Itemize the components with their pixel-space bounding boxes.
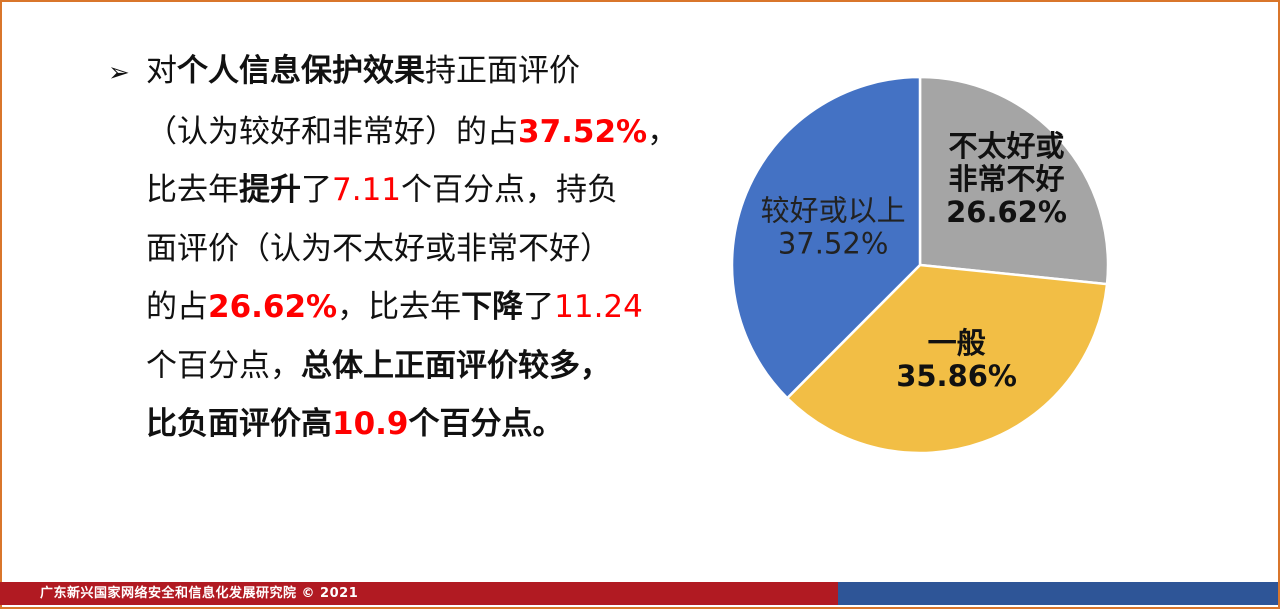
- pie-category-label-2: 较好或以上: [761, 194, 906, 228]
- pie-slice-2: [730, 75, 922, 400]
- pie-value-label-1: 35.86%: [896, 359, 1017, 393]
- pie-category-label-1: 一般: [928, 326, 986, 360]
- pie-category-label-0: 不太好或: [948, 129, 1064, 163]
- pie-slice-1: [785, 263, 1109, 455]
- text-line-7: 比负面评价高10.9个百分点。: [146, 406, 564, 442]
- bullet-arrow-icon: ➢: [108, 58, 130, 88]
- negative-share: 26.62%: [208, 289, 338, 325]
- footer-copyright: 广东新兴国家网络安全和信息化发展研究院 © 2021: [40, 586, 359, 601]
- summary-text: ➢ 对个人信息保护效果持正面评价 （认为较好和非常好）的占37.52%， 比去年提…: [108, 42, 679, 454]
- positive-increase: 7.11: [332, 172, 402, 208]
- text-line-6: 个百分点，总体上正面评价较多，: [146, 347, 611, 384]
- text-line-2: （认为较好和非常好）的占37.52%，: [146, 113, 679, 150]
- text-line-1: ➢ 对个人信息保护效果持正面评价: [108, 42, 668, 103]
- pie-value-label-0: 26.62%: [946, 195, 1067, 229]
- footer-bar-left: 广东新兴国家网络安全和信息化发展研究院 © 2021: [0, 582, 838, 605]
- net-difference: 10.9: [332, 406, 409, 442]
- pie-category-label-0: 非常不好: [948, 162, 1064, 196]
- footer-bar-right: [838, 582, 1278, 605]
- text-line-5: 的占26.62%，比去年下降了11.24: [146, 289, 643, 325]
- text-line-3: 比去年提升了7.11个百分点，持负: [146, 172, 619, 208]
- positive-share: 37.52%: [518, 113, 648, 150]
- negative-decrease: 11.24: [554, 289, 643, 325]
- evaluation-pie-chart: 不太好或 非常不好 26.62% 一般 35.86% 较好或以上 37.52%: [720, 52, 1140, 482]
- pie-value-label-2: 37.52%: [778, 227, 889, 261]
- pie-slice-0: [918, 75, 1110, 286]
- text-line-4: 面评价（认为不太好或非常不好）: [146, 230, 611, 267]
